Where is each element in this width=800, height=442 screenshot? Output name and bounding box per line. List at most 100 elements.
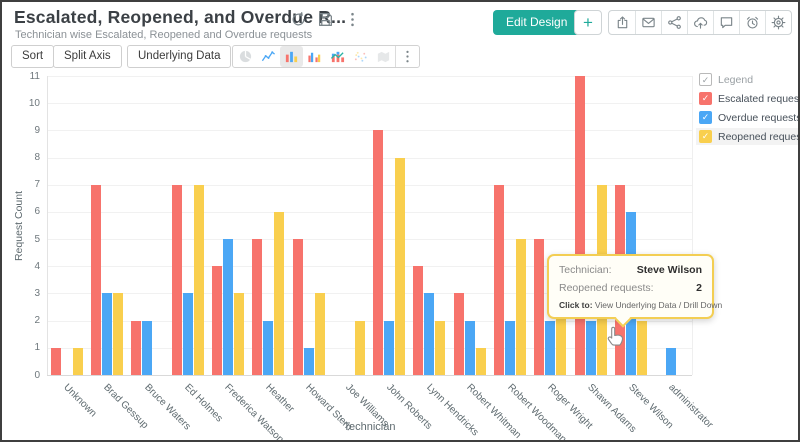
legend-checkbox[interactable]: ✓ bbox=[699, 73, 712, 86]
refresh-icon-button[interactable] bbox=[290, 11, 307, 28]
bar-escalated-howard-stern[interactable] bbox=[292, 239, 303, 375]
bar-escalated-shawn-adams[interactable] bbox=[574, 76, 585, 375]
bar-escalated-bruce-waters[interactable] bbox=[131, 320, 142, 375]
bar-chart-icon bbox=[285, 51, 298, 63]
bar-overdue-robert-whitman[interactable] bbox=[464, 320, 475, 375]
bar-overdue-bruce-waters[interactable] bbox=[142, 320, 153, 375]
legend-item-label: Escalated requests bbox=[718, 92, 800, 105]
bar-reopened-roger-wright[interactable] bbox=[556, 266, 567, 375]
gridline bbox=[47, 239, 692, 241]
chart-type-scatter-chart-icon[interactable] bbox=[349, 46, 372, 67]
tooltip-row-label: Technician: bbox=[559, 264, 612, 276]
kebab-icon bbox=[405, 50, 409, 63]
y-tick-label: 0 bbox=[34, 369, 40, 381]
bar-escalated-brad-gessup[interactable] bbox=[90, 184, 101, 375]
share-icon-button[interactable] bbox=[661, 11, 687, 34]
tooltip-footer-text: View Underlying Data / Drill Down bbox=[592, 300, 723, 310]
bar-reopened-ed-holmes[interactable] bbox=[193, 184, 204, 375]
tooltip-row: Technician: Steve Wilson bbox=[559, 264, 702, 276]
tooltip-row-value: 2 bbox=[696, 282, 702, 294]
hand-cursor-icon bbox=[607, 325, 626, 348]
chart-type-grouped-bar-chart-icon[interactable] bbox=[303, 46, 326, 67]
bar-overdue-shawn-adams[interactable] bbox=[585, 320, 596, 375]
alarm-icon-button[interactable] bbox=[739, 11, 765, 34]
gridline bbox=[47, 130, 692, 132]
legend-item-escalated[interactable]: ✓ Escalated requests bbox=[696, 90, 798, 107]
legend-item-checkbox[interactable]: ✓ bbox=[699, 130, 712, 143]
legend-item-reopened[interactable]: ✓ Reopened requests bbox=[696, 128, 798, 145]
bar-reopened-lynn-hendricks[interactable] bbox=[435, 320, 446, 375]
bar-overdue-john-roberts[interactable] bbox=[384, 320, 395, 375]
chart-type-bar-chart-icon[interactable] bbox=[280, 46, 303, 67]
bar-escalated-roger-wright[interactable] bbox=[534, 239, 545, 375]
split-axis-button[interactable]: Split Axis bbox=[53, 45, 122, 68]
stacked-bar-chart-icon bbox=[330, 51, 345, 63]
email-icon-button[interactable] bbox=[635, 11, 661, 34]
tooltip-row: Reopened requests: 2 bbox=[559, 282, 702, 294]
bar-reopened-howard-stern[interactable] bbox=[314, 293, 325, 375]
bar-overdue-administrator[interactable] bbox=[666, 347, 677, 375]
y-tick-label: 6 bbox=[34, 206, 40, 218]
save-icon-button[interactable] bbox=[317, 11, 334, 28]
legend-item-checkbox[interactable]: ✓ bbox=[699, 111, 712, 124]
bar-overdue-frederica-watson[interactable] bbox=[222, 239, 233, 375]
bar-overdue-ed-holmes[interactable] bbox=[182, 293, 193, 375]
legend-item-checkbox[interactable]: ✓ bbox=[699, 92, 712, 105]
bar-reopened-robert-woodman[interactable] bbox=[516, 239, 527, 375]
bar-escalated-ed-holmes[interactable] bbox=[171, 184, 182, 375]
bar-escalated-frederica-watson[interactable] bbox=[211, 266, 222, 375]
chart-type-pie-chart-icon[interactable] bbox=[234, 46, 257, 67]
chart-type-map-chart-icon[interactable] bbox=[372, 46, 395, 67]
add-button[interactable]: + bbox=[574, 10, 602, 35]
share-icon bbox=[668, 16, 681, 29]
bar-reopened-unknown[interactable] bbox=[72, 347, 83, 375]
save-icon bbox=[319, 13, 332, 26]
bar-reopened-brad-gessup[interactable] bbox=[112, 293, 123, 375]
bar-overdue-heather[interactable] bbox=[263, 320, 274, 375]
gridline bbox=[47, 375, 692, 376]
bar-overdue-brad-gessup[interactable] bbox=[101, 293, 112, 375]
bar-reopened-robert-whitman[interactable] bbox=[475, 347, 486, 375]
tooltip-footer[interactable]: Click to: View Underlying Data / Drill D… bbox=[559, 300, 722, 310]
legend-title: Legend bbox=[718, 73, 754, 86]
y-tick-label: 1 bbox=[34, 342, 40, 354]
bar-escalated-unknown[interactable] bbox=[50, 347, 61, 375]
settings-icon-button[interactable] bbox=[765, 11, 791, 34]
title-action-icons bbox=[290, 11, 361, 28]
cloud-upload-icon-button[interactable] bbox=[687, 11, 713, 34]
page-title: Escalated, Reopened, and Overdue R... bbox=[14, 7, 347, 27]
chart-type-line-chart-icon[interactable] bbox=[257, 46, 280, 67]
edit-design-button[interactable]: Edit Design bbox=[493, 10, 581, 35]
bar-overdue-roger-wright[interactable] bbox=[545, 320, 556, 375]
bar-overdue-lynn-hendricks[interactable] bbox=[424, 293, 435, 375]
tooltip-row-label: Reopened requests: bbox=[559, 282, 654, 294]
header-action-group bbox=[608, 10, 792, 35]
bar-reopened-joe-williams[interactable] bbox=[354, 320, 365, 375]
bar-escalated-robert-woodman[interactable] bbox=[494, 184, 505, 375]
y-axis-line bbox=[47, 76, 48, 375]
underlying-data-button[interactable]: Underlying Data bbox=[127, 45, 232, 68]
sort-button[interactable]: Sort bbox=[11, 45, 55, 68]
bar-reopened-heather[interactable] bbox=[274, 211, 285, 375]
x-tick-label: Unknown bbox=[61, 382, 99, 420]
export-icon-button[interactable] bbox=[609, 11, 635, 34]
bar-escalated-lynn-hendricks[interactable] bbox=[413, 266, 424, 375]
kebab-icon-button[interactable] bbox=[344, 11, 361, 28]
bar-reopened-frederica-watson[interactable] bbox=[233, 293, 244, 375]
bar-overdue-howard-stern[interactable] bbox=[303, 347, 314, 375]
legend-toggle[interactable]: ✓ Legend bbox=[696, 71, 798, 88]
bar-reopened-steve-wilson[interactable] bbox=[637, 320, 648, 375]
bar-escalated-john-roberts[interactable] bbox=[373, 130, 384, 375]
bar-escalated-robert-whitman[interactable] bbox=[453, 293, 464, 375]
gridline bbox=[47, 266, 692, 268]
tooltip-footer-label: Click to: bbox=[559, 300, 593, 310]
bar-reopened-john-roberts[interactable] bbox=[395, 157, 406, 375]
chart-type-stacked-bar-chart-icon[interactable] bbox=[326, 46, 349, 67]
legend-item-overdue[interactable]: ✓ Overdue requests bbox=[696, 109, 798, 126]
chart-type-kebab-icon[interactable] bbox=[395, 46, 418, 67]
pie-chart-icon bbox=[239, 50, 252, 63]
bar-overdue-robert-woodman[interactable] bbox=[505, 320, 516, 375]
y-tick-label: 3 bbox=[34, 287, 40, 299]
comment-icon-button[interactable] bbox=[713, 11, 739, 34]
bar-escalated-heather[interactable] bbox=[252, 239, 263, 375]
